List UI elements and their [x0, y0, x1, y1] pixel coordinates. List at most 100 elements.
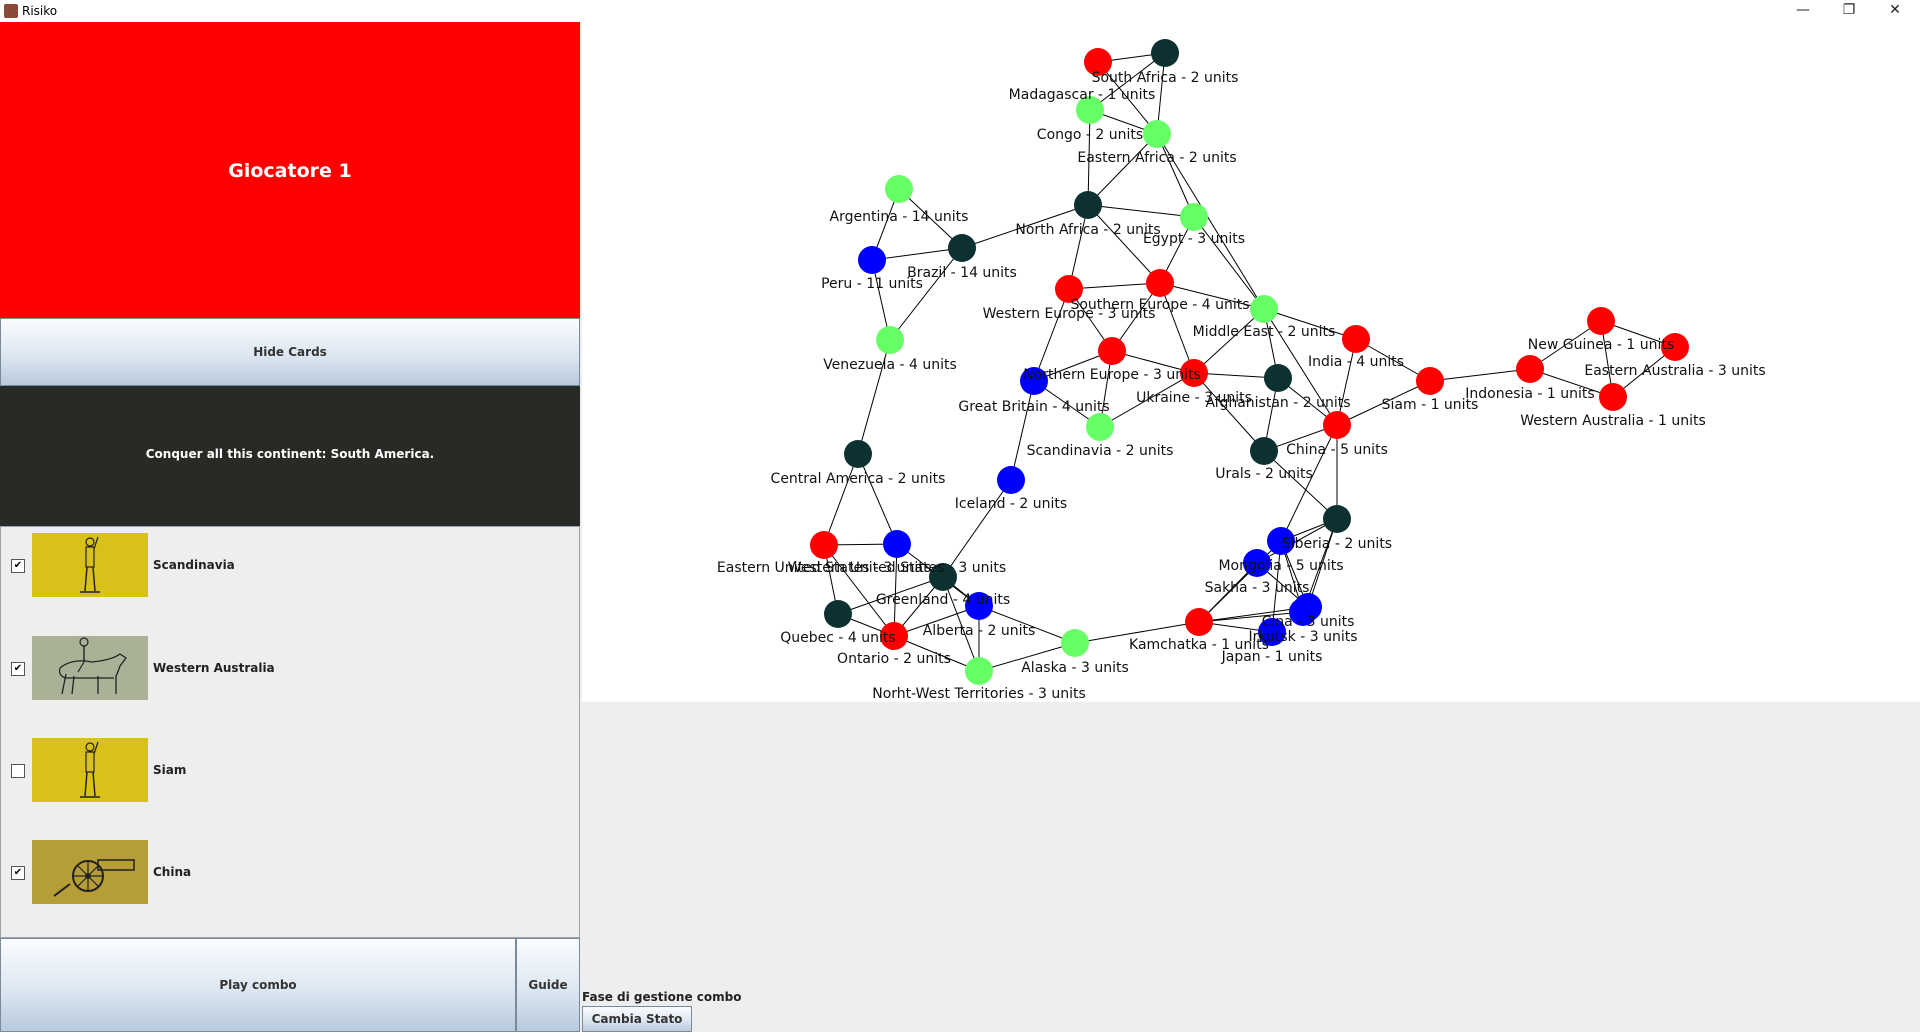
territory-label-alaska: Alaska - 3 units [1021, 660, 1129, 676]
map-link-ukraine-middle_east [1193, 308, 1265, 374]
territory-node-new_guinea[interactable] [1587, 307, 1615, 335]
card-territory: Scandinavia [153, 558, 235, 572]
territory-label-scandinavia: Scandinavia - 2 units [1027, 443, 1174, 459]
card-item[interactable]: ✔ Western Australia [1, 636, 579, 702]
map-link-venezuela-central_america [857, 339, 891, 455]
territory-node-scandinavia[interactable] [1086, 413, 1114, 441]
territory-node-eastern_australia[interactable] [1661, 333, 1689, 361]
territory-label-china: China - 5 units [1286, 442, 1388, 458]
territory-node-central_america[interactable] [844, 440, 872, 468]
territory-label-eastern_australia: Eastern Australia - 3 units [1584, 363, 1765, 379]
territory-node-siam[interactable] [1416, 367, 1444, 395]
territory-label-new_guinea: New Guinea - 1 units [1528, 337, 1674, 353]
territory-node-western_australia[interactable] [1599, 383, 1627, 411]
territory-label-siberia: Siberia - 2 units [1282, 536, 1392, 552]
territory-node-indonesia[interactable] [1516, 355, 1544, 383]
territory-label-south_africa: South Africa - 2 units [1092, 70, 1239, 86]
territory-label-venezuela: Venezuela - 4 units [823, 357, 957, 373]
map-link-western_europe-southern_europe [1068, 282, 1161, 290]
map-link-ukraine-afghanistan [1193, 372, 1279, 379]
map-link-ukraine-urals [1193, 372, 1265, 452]
card-checkbox[interactable] [11, 764, 25, 778]
territory-node-south_africa[interactable] [1151, 39, 1179, 67]
territory-node-western_us[interactable] [883, 530, 911, 558]
territory-node-western_europe[interactable] [1055, 275, 1083, 303]
map-link-eastern_africa-egypt [1156, 133, 1195, 218]
territory-node-cina[interactable] [1294, 593, 1322, 621]
map-link-kamchatka-alaska [1074, 621, 1200, 644]
card-checkbox[interactable]: ✔ [11, 559, 25, 573]
territory-node-brazil[interactable] [948, 234, 976, 262]
card-checkbox[interactable]: ✔ [11, 662, 25, 676]
territory-node-mongolia[interactable] [1267, 527, 1295, 555]
territory-node-venezuela[interactable] [876, 326, 904, 354]
territory-node-madagascar[interactable] [1084, 48, 1112, 76]
territory-node-northern_europe[interactable] [1098, 337, 1126, 365]
territory-node-sakha[interactable] [1243, 549, 1271, 577]
card-item[interactable]: ✔ China [1, 840, 579, 906]
hide-cards-button[interactable]: Hide Cards [0, 318, 580, 386]
map-link-central_america-eastern_us [823, 453, 859, 546]
cavalry-icon [32, 636, 148, 700]
map-link-brazil-venezuela [889, 247, 963, 341]
territory-label-egypt: Egypt - 3 units [1143, 231, 1245, 247]
territory-node-eastern_us[interactable] [810, 531, 838, 559]
map-link-brazil-peru [871, 247, 963, 261]
territory-label-western_australia: Western Australia - 1 units [1520, 413, 1706, 429]
maximize-button[interactable]: ❐ [1842, 2, 1856, 18]
territory-map[interactable]: South Africa - 2 units Madagascar - 1 uni… [582, 22, 1920, 702]
territory-node-middle_east[interactable] [1250, 295, 1278, 323]
territory-node-india[interactable] [1342, 325, 1370, 353]
guide-button[interactable]: Guide [516, 938, 580, 1032]
map-link-irkutsk-kamchatka [1198, 611, 1304, 623]
map-link-urals-siberia [1263, 450, 1338, 520]
territory-label-siam: Siam - 1 units [1382, 397, 1479, 413]
territory-node-china[interactable] [1323, 411, 1351, 439]
map-link-indonesia-western_australia [1529, 368, 1614, 398]
cambia-stato-button[interactable]: Cambia Stato [582, 1006, 692, 1032]
territory-label-eastern_africa: Eastern Africa - 2 units [1077, 150, 1236, 166]
map-link-eastern_africa-north_africa [1087, 133, 1158, 206]
minimize-button[interactable]: — [1796, 2, 1810, 18]
player-name: Giocatore 1 [228, 160, 352, 182]
territory-node-argentina[interactable] [885, 175, 913, 203]
territory-node-iceland[interactable] [997, 466, 1025, 494]
territory-node-siberia[interactable] [1323, 505, 1351, 533]
territory-node-alaska[interactable] [1061, 629, 1089, 657]
map-link-southern_europe-ukraine [1159, 282, 1195, 374]
map-link-eastern_us-ontario [823, 544, 895, 637]
territory-label-congo: Congo - 2 units [1037, 127, 1143, 143]
territory-node-peru[interactable] [858, 246, 886, 274]
territory-node-nwt[interactable] [965, 657, 993, 685]
territory-node-afghanistan[interactable] [1264, 364, 1292, 392]
territory-node-urals[interactable] [1250, 437, 1278, 465]
map-link-india-siam [1355, 338, 1431, 382]
map-link-mongolia-japan [1271, 540, 1282, 633]
territory-node-ontario[interactable] [880, 622, 908, 650]
territory-label-ontario: Ontario - 2 units [837, 651, 951, 667]
map-link-egypt-middle_east [1193, 216, 1265, 310]
territory-node-quebec[interactable] [824, 600, 852, 628]
artillery-icon [32, 840, 148, 904]
card-checkbox[interactable]: ✔ [11, 866, 25, 880]
territory-node-great_britain[interactable] [1020, 367, 1048, 395]
territory-label-southern_europe: Southern Europe - 4 units [1070, 297, 1249, 313]
objective-box: Conquer all this continent: South Americ… [0, 386, 580, 526]
card-item[interactable]: ✔ Scandinavia [1, 533, 579, 599]
territory-node-eastern_africa[interactable] [1143, 120, 1171, 148]
territory-node-egypt[interactable] [1180, 203, 1208, 231]
territory-node-japan[interactable] [1258, 618, 1286, 646]
map-link-siam-indonesia [1429, 368, 1531, 382]
map-link-north_africa-southern_europe [1087, 204, 1161, 284]
territory-node-southern_europe[interactable] [1146, 269, 1174, 297]
territory-node-ukraine[interactable] [1180, 359, 1208, 387]
territory-node-congo[interactable] [1076, 96, 1104, 124]
territory-node-north_africa[interactable] [1074, 191, 1102, 219]
close-button[interactable]: ✕ [1889, 2, 1901, 18]
territory-node-alberta[interactable] [965, 592, 993, 620]
territory-node-kamchatka[interactable] [1185, 608, 1213, 636]
play-combo-button[interactable]: Play combo [0, 938, 516, 1032]
territory-label-alberta: Alberta - 2 units [923, 623, 1036, 639]
territory-node-greenland[interactable] [929, 563, 957, 591]
card-item[interactable]: Siam [1, 738, 579, 804]
